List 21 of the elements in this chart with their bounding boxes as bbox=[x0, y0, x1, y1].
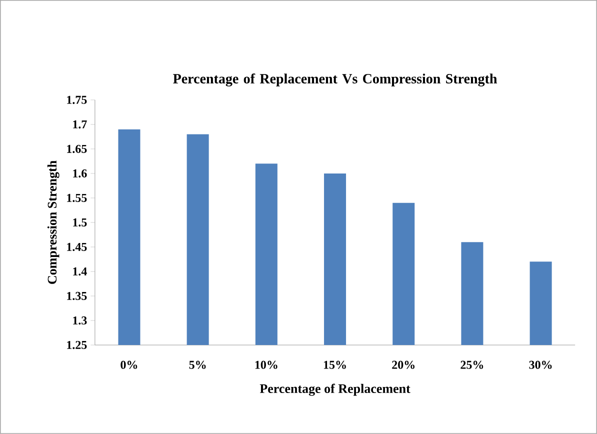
y-tick-label: 1.7 bbox=[73, 120, 87, 129]
x-tick-label: 5% bbox=[189, 360, 206, 369]
y-tick-label: 1.3 bbox=[73, 316, 87, 325]
chart-title: Percentage of Replacement Vs Compression Strength bbox=[173, 73, 498, 86]
y-tick-label: 1.75 bbox=[67, 96, 87, 104]
x-axis-title: Percentage of Replacement bbox=[260, 384, 410, 396]
x-tick-label: 20% bbox=[392, 360, 414, 369]
x-tick-label: 15% bbox=[324, 360, 346, 369]
x-tick-label: 10% bbox=[255, 360, 278, 369]
y-tick-label: 1.65 bbox=[67, 144, 87, 154]
x-tick-label: 30% bbox=[529, 360, 552, 369]
y-tick-label: 1.25 bbox=[67, 340, 87, 350]
y-axis-title: Compression Strength bbox=[47, 160, 60, 284]
y-tick-label: 1.6 bbox=[73, 169, 87, 178]
x-tick-label: 0% bbox=[120, 360, 138, 369]
y-tick-label: 1.4 bbox=[73, 267, 87, 276]
y-tick-label: 1.45 bbox=[67, 242, 87, 252]
y-tick-label: 1.35 bbox=[67, 292, 87, 300]
x-tick-label: 25% bbox=[460, 360, 484, 369]
y-tick-label: 1.5 bbox=[73, 218, 87, 227]
y-tick-label: 1.55 bbox=[67, 194, 87, 202]
